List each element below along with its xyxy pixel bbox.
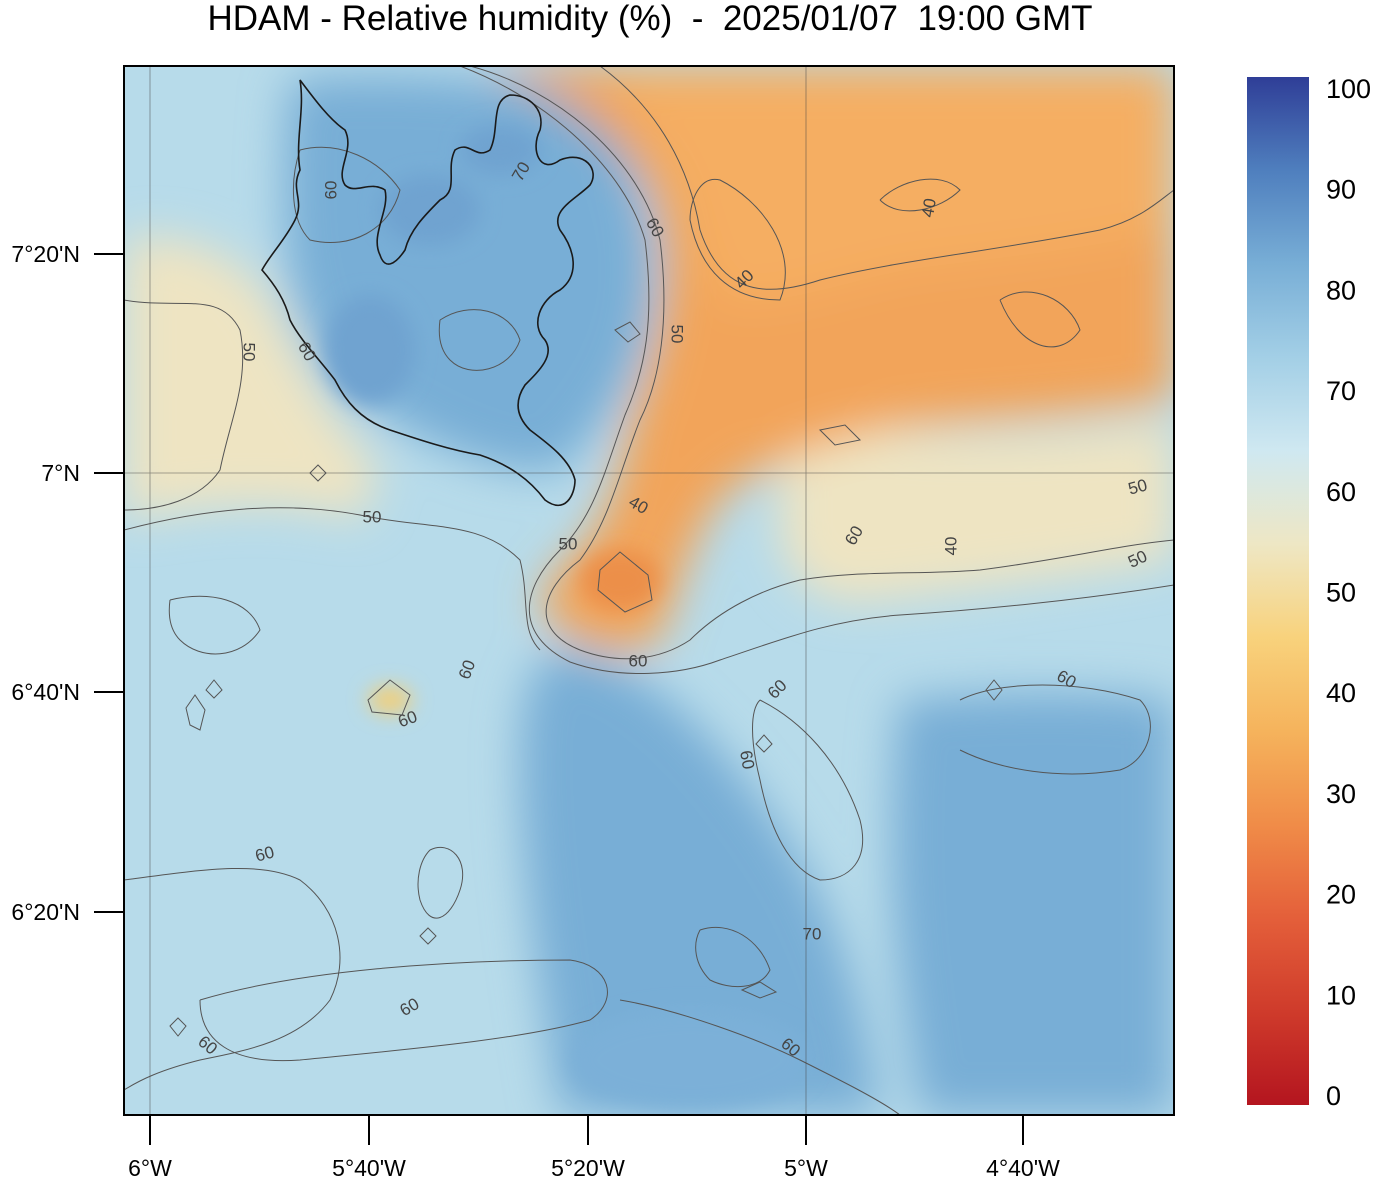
contour-label: 40 [918, 197, 940, 219]
latitude-tick-label: 6°40'N [11, 679, 80, 705]
longitude-tick-label: 6°W [128, 1155, 172, 1181]
colorbar-tick-label: 10 [1326, 980, 1356, 1010]
longitude-axis: 6°W 5°40'W 5°20'W 5°W 4°40'W [128, 1115, 1060, 1181]
contour-label: 40 [941, 537, 960, 556]
contour-label: 50 [363, 507, 382, 526]
colorbar-tick-label: 50 [1326, 578, 1356, 608]
longitude-tick-label: 4°40'W [986, 1155, 1060, 1181]
colorbar-tick-label: 20 [1326, 880, 1356, 910]
colorbar-tick-label: 70 [1326, 376, 1356, 406]
longitude-tick-label: 5°20'W [551, 1155, 625, 1181]
contour-label: 50 [668, 325, 687, 344]
colorbar-tick-label: 30 [1326, 779, 1356, 809]
latitude-axis: 7°20'N 7°N 6°40'N 6°20'N [11, 241, 124, 925]
contour-label: 70 [803, 924, 822, 943]
longitude-tick-label: 5°40'W [332, 1155, 406, 1181]
contour-label: 60 [629, 651, 648, 670]
colorbar-tick-label: 40 [1326, 678, 1356, 708]
latitude-tick-label: 7°20'N [11, 241, 80, 267]
colorbar-tick-label: 90 [1326, 175, 1356, 205]
contour-label: 60 [736, 749, 758, 771]
page-title: HDAM - Relative humidity (%) - 2025/01/0… [207, 0, 1093, 38]
colorbar-tick-label: 100 [1326, 74, 1371, 104]
contour-label: 50 [559, 534, 578, 553]
contour-label: 50 [1126, 475, 1149, 498]
colorbar-tick-label: 80 [1326, 275, 1356, 305]
map-frame [123, 65, 1175, 1116]
contour-label: 50 [240, 343, 259, 362]
colorbar-tick-label: 0 [1326, 1081, 1341, 1111]
colorbar-tick-label: 60 [1326, 477, 1356, 507]
contour-label: 60 [321, 181, 340, 200]
longitude-tick-label: 5°W [784, 1155, 828, 1181]
contour-label: 60 [253, 842, 276, 865]
latitude-tick-label: 6°20'N [11, 899, 80, 925]
latitude-tick-label: 7°N [41, 460, 80, 486]
